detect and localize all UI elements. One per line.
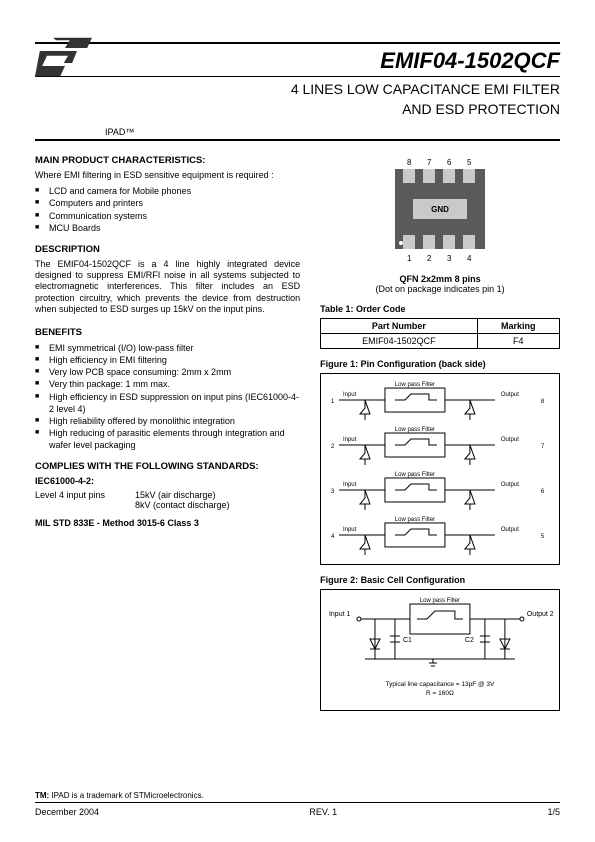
trademark-note: TM: IPAD is a trademark of STMicroelectr… bbox=[35, 791, 560, 800]
package-sub: (Dot on package indicates pin 1) bbox=[320, 284, 560, 294]
svg-text:Input: Input bbox=[343, 482, 357, 488]
svg-text:Low pass Filter: Low pass Filter bbox=[395, 517, 435, 523]
svg-text:Output: Output bbox=[501, 482, 519, 488]
svg-text:5: 5 bbox=[467, 158, 472, 167]
svg-text:Low pass Filter: Low pass Filter bbox=[395, 472, 435, 478]
std2: MIL STD 833E - Method 3015-6 Class 3 bbox=[35, 518, 300, 528]
fig1-caption: Figure 1: Pin Configuration (back side) bbox=[320, 359, 560, 369]
svg-text:4: 4 bbox=[467, 254, 472, 263]
part-number: EMIF04-1502QCF bbox=[35, 48, 560, 74]
footer-rev: REV. 1 bbox=[309, 807, 337, 817]
list-item: EMI symmetrical (I/O) low-pass filter bbox=[35, 342, 300, 354]
svg-text:2: 2 bbox=[331, 444, 335, 450]
svg-text:2: 2 bbox=[427, 254, 432, 263]
svg-text:8: 8 bbox=[541, 399, 545, 405]
svg-text:R = 160Ω: R = 160Ω bbox=[426, 690, 454, 697]
svg-text:3: 3 bbox=[331, 489, 335, 495]
table-header: Part Number bbox=[321, 319, 477, 334]
svg-text:Input: Input bbox=[343, 437, 357, 443]
svg-text:5: 5 bbox=[541, 534, 545, 540]
footer-date: December 2004 bbox=[35, 807, 99, 817]
list-item: High efficiency in ESD suppression on in… bbox=[35, 391, 300, 415]
svg-text:Output: Output bbox=[501, 437, 519, 443]
list-item: LCD and camera for Mobile phones bbox=[35, 185, 300, 197]
benefits-list: EMI symmetrical (I/O) low-pass filter Hi… bbox=[35, 342, 300, 451]
description-text: The EMIF04-1502QCF is a 4 line highly in… bbox=[35, 259, 300, 315]
list-item: MCU Boards bbox=[35, 222, 300, 234]
svg-text:C2: C2 bbox=[465, 637, 474, 644]
svg-text:Output: Output bbox=[501, 527, 519, 533]
tm-text: IPAD is a trademark of STMicroelectronic… bbox=[51, 791, 203, 800]
package-drawing: 8 7 6 5 GND bbox=[320, 155, 560, 294]
table-header: Marking bbox=[477, 319, 559, 334]
svg-text:Output 2: Output 2 bbox=[527, 611, 554, 618]
main-char-heading: MAIN PRODUCT CHARACTERISTICS: bbox=[35, 155, 300, 166]
content-columns: MAIN PRODUCT CHARACTERISTICS: Where EMI … bbox=[35, 155, 560, 711]
svg-text:Low pass Filter: Low pass Filter bbox=[395, 382, 435, 388]
title-line-2: AND ESD PROTECTION bbox=[35, 101, 560, 117]
list-item: High efficiency in EMI filtering bbox=[35, 354, 300, 366]
ipad-label: IPAD™ bbox=[105, 127, 560, 137]
svg-text:7: 7 bbox=[541, 444, 545, 450]
svg-text:6: 6 bbox=[541, 489, 545, 495]
st-logo bbox=[35, 32, 95, 85]
table-cell: F4 bbox=[477, 334, 559, 349]
svg-text:3: 3 bbox=[447, 254, 452, 263]
svg-text:Output: Output bbox=[501, 392, 519, 398]
page-header: EMIF04-1502QCF 4 LINES LOW CAPACITANCE E… bbox=[35, 42, 560, 141]
svg-text:8: 8 bbox=[407, 158, 412, 167]
page-footer: TM: IPAD is a trademark of STMicroelectr… bbox=[35, 783, 560, 817]
svg-text:1: 1 bbox=[407, 254, 412, 263]
main-char-list: LCD and camera for Mobile phones Compute… bbox=[35, 185, 300, 234]
svg-text:6: 6 bbox=[447, 158, 452, 167]
std-level-row: Level 4 input pins 15kV (air discharge) … bbox=[35, 490, 300, 510]
right-column: 8 7 6 5 GND bbox=[320, 155, 560, 711]
main-char-intro: Where EMI filtering in ESD sensitive equ… bbox=[35, 170, 300, 181]
level-values: 15kV (air discharge) 8kV (contact discha… bbox=[135, 490, 300, 510]
svg-text:GND: GND bbox=[431, 205, 449, 214]
description-heading: DESCRIPTION bbox=[35, 244, 300, 255]
svg-text:Input: Input bbox=[343, 527, 357, 533]
svg-text:Input: Input bbox=[343, 392, 357, 398]
std1: IEC61000-4-2: bbox=[35, 476, 300, 486]
benefits-heading: BENEFITS bbox=[35, 327, 300, 338]
list-item: Very low PCB space consuming: 2mm x 2mm bbox=[35, 366, 300, 378]
standards-heading: COMPLIES WITH THE FOLLOWING STANDARDS: bbox=[35, 461, 300, 472]
svg-text:Low pass Filter: Low pass Filter bbox=[395, 427, 435, 433]
table1-caption: Table 1: Order Code bbox=[320, 304, 560, 314]
title-line-1: 4 LINES LOW CAPACITANCE EMI FILTER bbox=[35, 81, 560, 97]
list-item: Very thin package: 1 mm max. bbox=[35, 378, 300, 390]
fig2-diagram: Input 1 Low pass Filter Output 2 C1 C2 T… bbox=[320, 589, 560, 711]
svg-text:Input 1: Input 1 bbox=[329, 611, 350, 618]
svg-text:7: 7 bbox=[427, 158, 432, 167]
svg-text:Low pass Filter: Low pass Filter bbox=[420, 598, 460, 604]
svg-text:C1: C1 bbox=[403, 637, 412, 644]
svg-text:1: 1 bbox=[331, 399, 335, 405]
list-item: High reducing of parasitic elements thro… bbox=[35, 427, 300, 451]
left-column: MAIN PRODUCT CHARACTERISTICS: Where EMI … bbox=[35, 155, 300, 711]
footer-page: 1/5 bbox=[547, 807, 560, 817]
list-item: Communication systems bbox=[35, 210, 300, 222]
svg-text:4: 4 bbox=[331, 534, 335, 540]
fig1-diagram: 1 Input Low pass Filter Output 8 2 Input Lo… bbox=[320, 373, 560, 565]
list-item: Computers and printers bbox=[35, 197, 300, 209]
table-cell: EMIF04-1502QCF bbox=[321, 334, 477, 349]
order-code-table: Part NumberMarking EMIF04-1502QCFF4 bbox=[320, 318, 560, 349]
list-item: High reliability offered by monolithic i… bbox=[35, 415, 300, 427]
level-label: Level 4 input pins bbox=[35, 490, 135, 510]
package-label: QFN 2x2mm 8 pins bbox=[320, 274, 560, 284]
fig2-caption: Figure 2: Basic Cell Configuration bbox=[320, 575, 560, 585]
svg-text:Typical line capacitance = 13p: Typical line capacitance = 13pF @ 3V bbox=[386, 681, 495, 688]
